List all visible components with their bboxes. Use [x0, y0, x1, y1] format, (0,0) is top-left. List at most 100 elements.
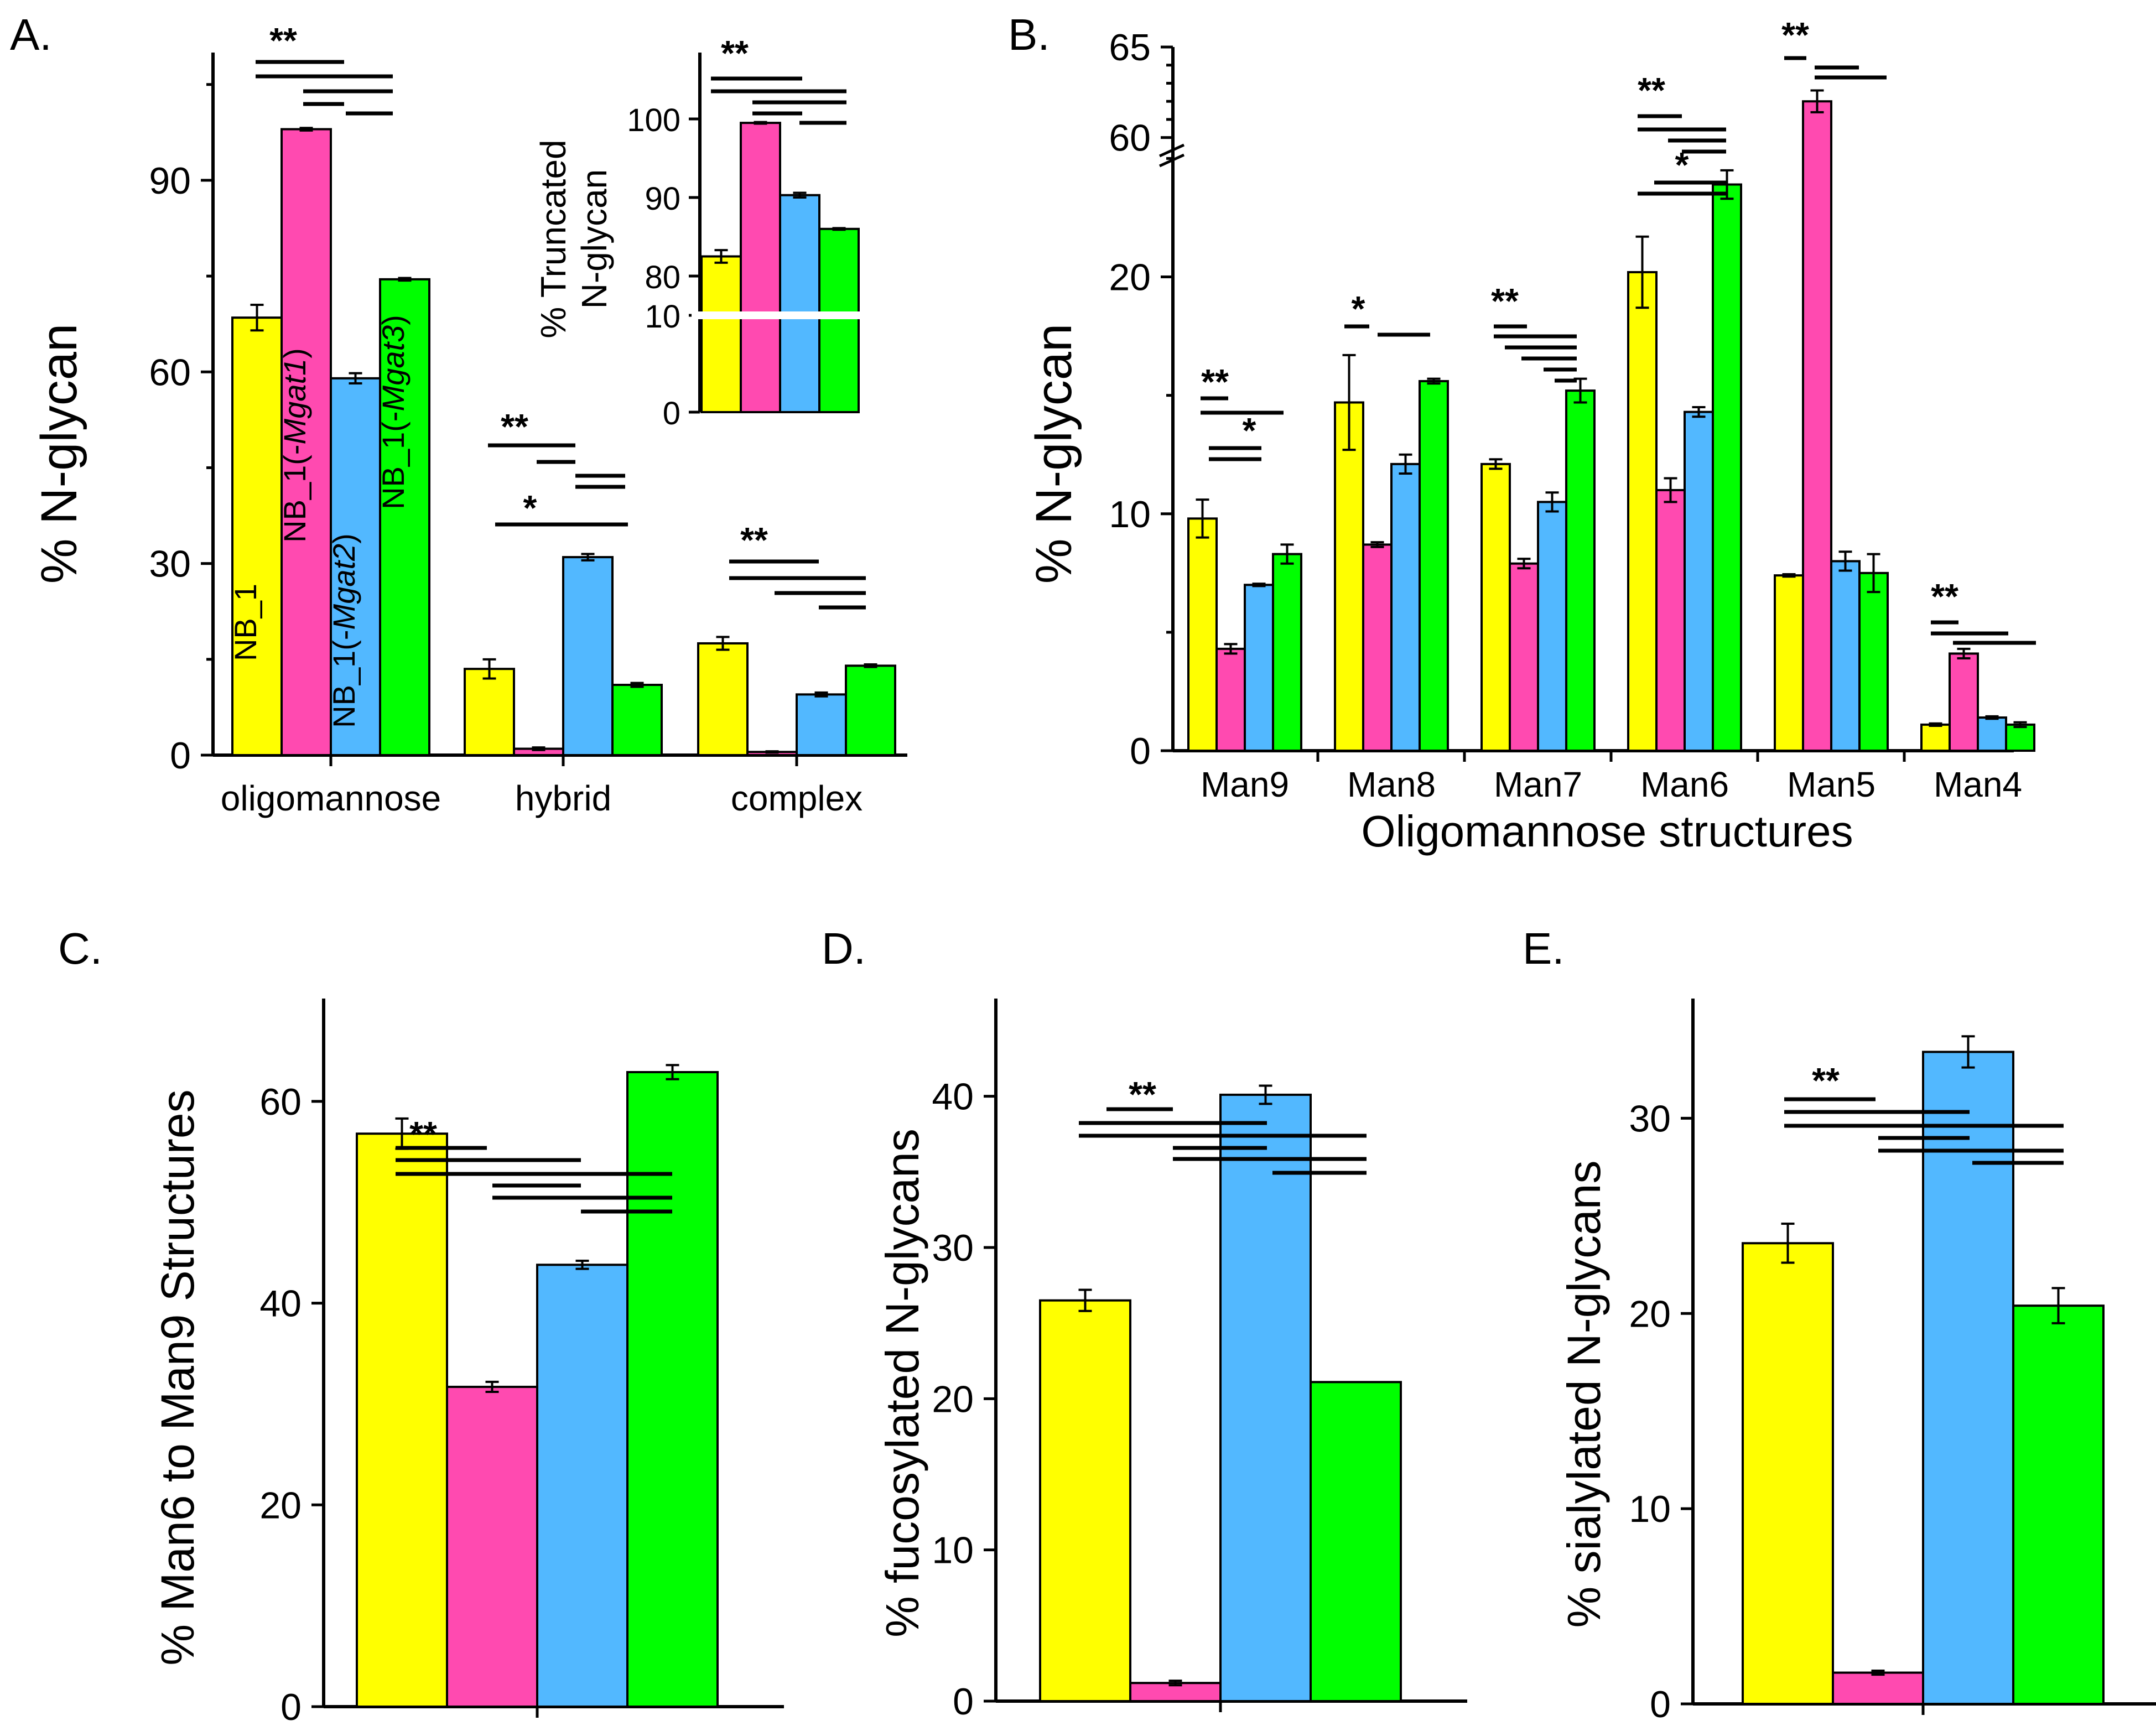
panel-e-y-tick-label: 30: [1629, 1098, 1671, 1140]
panel-b-man9-bar-nb-1-mgat3-: [1272, 553, 1302, 752]
panel-a-hybrid-error-bar: [532, 746, 546, 751]
panel-b: B. % N-glycan Oligomannose structures: [1008, 10, 1853, 856]
panel-b-man5-bar-nb-1-mgat1-: [1802, 100, 1832, 752]
panel-b-x-tick-label: Man6: [1640, 765, 1729, 804]
panel-a-oligomannose-bar-nb-1-mgat2-: [330, 377, 381, 756]
panel-d-y-tick-label: 20: [932, 1378, 974, 1420]
panel-a-significance-star: **: [740, 520, 768, 560]
panel-b-x-tick-label: Man4: [1934, 765, 2022, 804]
panel-a-hybrid-bar-nb-1-mgat2-: [562, 556, 614, 756]
panel-b-man9-bar-nb-1-mgat2-: [1244, 584, 1274, 752]
panel-e-significance-star: **: [1812, 1061, 1840, 1100]
inset-y-tick-label: 0: [663, 396, 680, 432]
panel-e-error-bar: [2051, 1287, 2065, 1324]
panel-a-x-tick-label: hybrid: [515, 778, 611, 818]
panel-b-man5-error-bar: [1782, 573, 1796, 578]
panel-b-y-tick-label: 10: [1109, 493, 1151, 536]
inset-y-axis-label-line1: % Truncated: [533, 139, 573, 338]
panel-b-significance-star: **: [1931, 576, 1958, 616]
panel-b-significance-star: *: [1675, 145, 1689, 185]
panel-b-man6-bar-nb-1-mgat1-: [1655, 488, 1686, 752]
panel-d-error-bar: [1259, 1084, 1272, 1105]
panel-b-man6-error-bar: [1692, 406, 1706, 418]
inset-error-bar: [714, 249, 728, 264]
panel-b-man8-bar-nb-1-mgat2-: [1390, 462, 1421, 752]
panel-b-man7-bar-nb-1-mgat1-: [1509, 562, 1539, 752]
panel-a-complex-bar-nb-1-mgat3-: [845, 664, 896, 757]
panel-b-significance-star: **: [1638, 70, 1665, 110]
panel-d-bar-nb-1-mgat2-: [1219, 1093, 1312, 1702]
panel-d-bar-nb-1-mgat3-: [1310, 1381, 1402, 1702]
panel-a-oligomannose-error-bar: [398, 277, 412, 282]
panel-e-letter: E.: [1523, 924, 1565, 973]
panel-a-oligomannose-error-bar: [299, 127, 313, 132]
panel-b-man5-bar-nb-1: [1774, 574, 1804, 752]
panel-d-y-tick-label: 0: [953, 1681, 974, 1723]
panel-b-man5-error-bar: [1838, 550, 1852, 572]
panel-b-significance-star: **: [1491, 281, 1519, 321]
panel-e-y-tick-label: 10: [1629, 1488, 1671, 1530]
panel-b-x-tick-label: Man7: [1494, 765, 1582, 804]
inset-significance-star: **: [721, 33, 749, 73]
inset-bar-nb-1-mgat3-: [818, 227, 860, 413]
inset-y-tick-label: 90: [645, 181, 680, 217]
panel-b-man5-bar-nb-1-mgat3-: [1858, 571, 1889, 752]
panel-b-y-tick-label: 0: [1130, 730, 1151, 772]
inset-y-tick-label: 10: [645, 299, 680, 335]
panel-e-y-tick-label: 20: [1629, 1293, 1671, 1335]
panel-b-axis-break-mark: [1158, 153, 1185, 168]
panel-a-oligomannose-bar-nb-1: [231, 316, 283, 756]
panel-b-man4-bar-nb-1: [1920, 723, 1951, 752]
panel-b-man7-bar-nb-1-mgat3-: [1565, 389, 1596, 752]
panel-b-man5-error-bar: [1810, 89, 1824, 113]
panel-b-man6-error-bar: [1720, 169, 1734, 200]
bar-label-mgat2: NB_1(-Mgat2): [326, 533, 361, 728]
panel-d-error-bar: [1168, 1680, 1182, 1687]
panel-b-man6-bar-nb-1: [1627, 271, 1658, 752]
panel-b-significance-star: *: [1243, 410, 1256, 450]
panel-b-man7-error-bar: [1545, 491, 1559, 513]
panel-b-man8-bar-nb-1-mgat3-: [1419, 380, 1449, 752]
panel-a-significance-star: **: [269, 20, 297, 60]
panel-a-x-tick-label: complex: [731, 778, 863, 818]
panel-c-y-tick-label: 20: [259, 1484, 302, 1526]
panel-a-y-tick-label: 30: [149, 543, 191, 585]
panel-b-man9-error-bar: [1196, 498, 1209, 539]
panel-a-complex-error-bar: [765, 750, 779, 754]
panel-c-y-tick-label: 0: [280, 1686, 302, 1728]
panel-b-man4-error-bar: [1985, 715, 1999, 720]
panel-b-man4-error-bar: [1929, 722, 1942, 727]
panel-a-significance-star: **: [501, 407, 528, 446]
panel-a-x-tick-label: oligomannose: [221, 778, 441, 818]
chart-marks: 0 30 60 90 oligomannose hybrid complex NB_1 NB_1…: [149, 15, 2156, 1728]
panel-b-y-tick-label: 60: [1109, 117, 1151, 159]
panel-a-y-tick-label: 0: [170, 735, 191, 777]
panel-a-oligomannose-error-bar: [349, 372, 362, 385]
panel-c-error-bar: [575, 1260, 589, 1270]
panel-b-x-tick-label: Man5: [1787, 765, 1876, 804]
panel-e-error-bar: [1871, 1670, 1885, 1676]
bar-label-mgat1: NB_1(-Mgat1): [277, 348, 312, 543]
panel-c-y-tick-label: 60: [259, 1081, 302, 1123]
panel-c-y-tick-label: 40: [259, 1283, 302, 1325]
panel-e-bar-nb-1-mgat3-: [2012, 1304, 2105, 1705]
panel-c-bar-nb-1-mgat2-: [536, 1264, 628, 1708]
panel-a-complex-error-bar: [716, 636, 730, 651]
panel-e-bar-nb-1: [1742, 1242, 1834, 1705]
panel-a-inset: % Truncated N-glycan: [533, 139, 614, 338]
panel-a-complex-bar-nb-1: [697, 642, 749, 757]
panel-a-significance-star: *: [523, 488, 537, 528]
panel-b-man8-error-bar: [1399, 453, 1412, 475]
panel-b-man8-error-bar: [1370, 541, 1384, 548]
panel-a-hybrid-bar-nb-1-mgat3-: [611, 684, 663, 756]
inset-bar-nb-1-mgat2-: [779, 194, 820, 413]
inset-y-tick-label: 80: [645, 259, 680, 295]
panel-b-man7-bar-nb-1-mgat2-: [1537, 501, 1567, 752]
panel-a-letter: A.: [10, 10, 52, 59]
panel-a-hybrid-error-bar: [581, 553, 595, 562]
panel-b-significance-star: *: [1352, 289, 1365, 329]
panel-b-man4-bar-nb-1-mgat3-: [2005, 723, 2035, 752]
inset-error-bar: [754, 121, 767, 125]
panel-c-bar-nb-1: [356, 1132, 448, 1708]
